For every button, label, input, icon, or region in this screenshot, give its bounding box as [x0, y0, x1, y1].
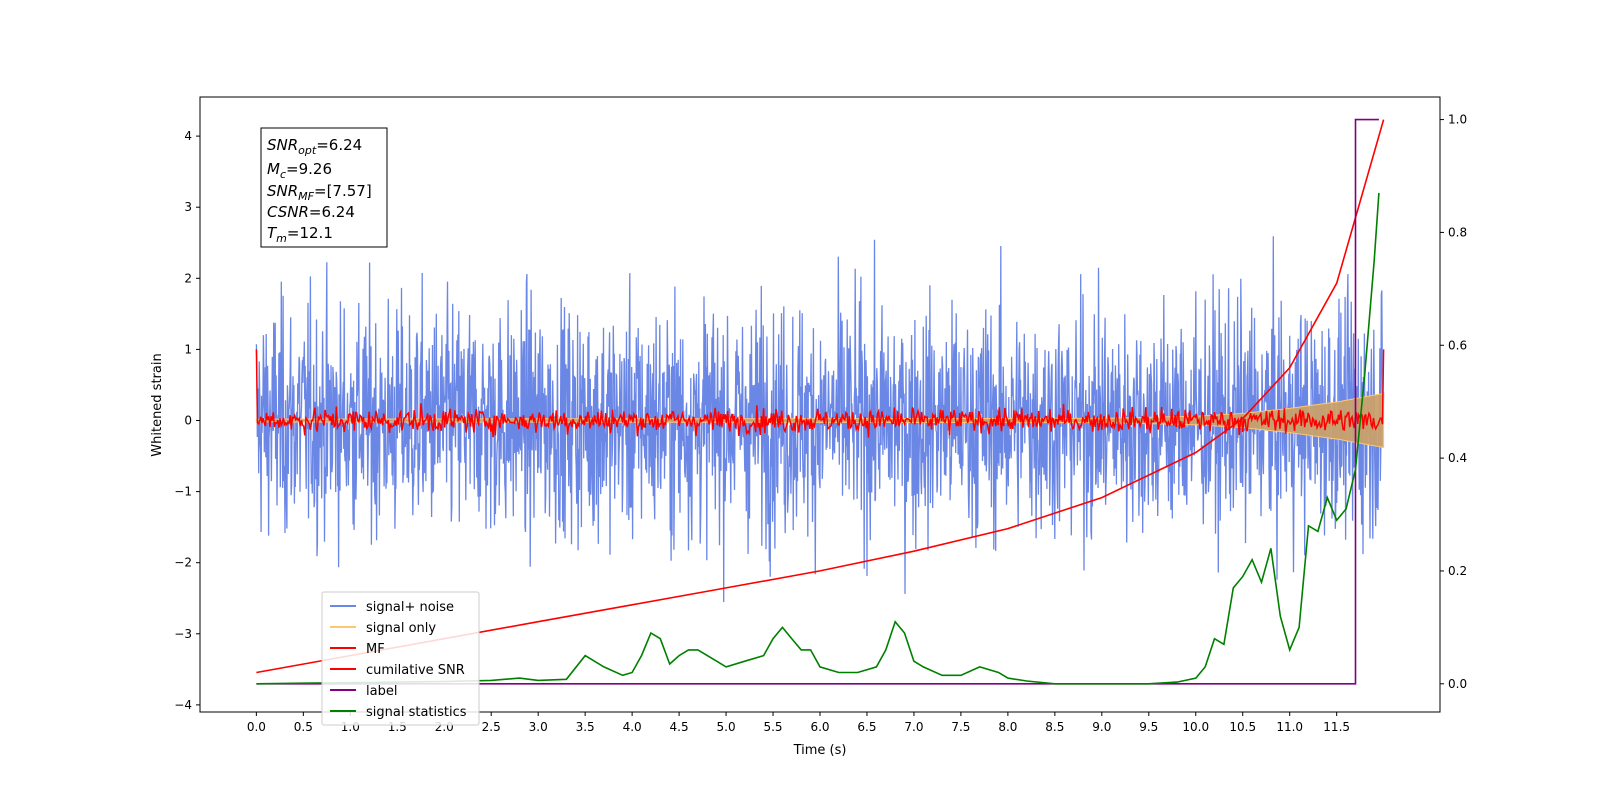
- x-tick-label: 5.5: [763, 720, 782, 734]
- y-axis-label: Whitened strain: [150, 353, 165, 456]
- y-tick-label: −3: [174, 627, 192, 641]
- plot-area: [255, 118, 1385, 685]
- y2-tick-label: 0.8: [1448, 225, 1467, 239]
- x-tick-label: 11.5: [1323, 720, 1350, 734]
- x-tick-label: 11.0: [1276, 720, 1303, 734]
- series-signal-statistics-line: [256, 192, 1380, 685]
- y-tick-label: 2: [184, 271, 192, 285]
- legend-label: signal statistics: [366, 705, 467, 720]
- y2-tick-label: 0.4: [1448, 451, 1467, 465]
- legend-label: signal+ noise: [366, 600, 454, 615]
- y-tick-label: 4: [184, 129, 192, 143]
- y2-tick-label: 0.2: [1448, 564, 1467, 578]
- y-tick-label: −4: [174, 698, 192, 712]
- x-axis-label: Time (s): [793, 743, 847, 758]
- x-tick-label: 9.0: [1092, 720, 1111, 734]
- series-label-line: [256, 118, 1379, 685]
- x-tick-label: 4.0: [623, 720, 642, 734]
- legend-label: cumilative SNR: [366, 663, 465, 678]
- x-tick-label: 2.5: [482, 720, 501, 734]
- annotation-snr-opt: SNRopt=6.24: [267, 136, 362, 157]
- y2-tick-label: 0.6: [1448, 338, 1467, 352]
- y-tick-label: −2: [174, 556, 192, 570]
- y-tick-label: −1: [174, 485, 192, 499]
- legend-label: MF: [366, 642, 385, 657]
- x-tick-label: 6.5: [857, 720, 876, 734]
- y-axis-right: 0.0 0.2 0.4 0.6 0.8 1.0: [1440, 113, 1467, 691]
- y-tick-label: 3: [184, 200, 192, 214]
- series-signal-noise-line: [255, 236, 1385, 603]
- x-tick-label: 7.5: [951, 720, 970, 734]
- legend: signal+ noise signal only MF cumilative SNR…: [321, 591, 480, 726]
- annotation-tm: Tm=12.1: [267, 224, 333, 245]
- annotation-mc: Mc=9.26: [267, 160, 332, 181]
- legend-label: label: [366, 684, 397, 699]
- x-tick-label: 8.5: [1045, 720, 1064, 734]
- x-tick-label: 3.0: [529, 720, 548, 734]
- annotation-box: SNRopt=6.24 Mc=9.26 SNRMF=[7.57] CSNR=6.…: [260, 127, 388, 248]
- y-axis-left: −4 −3 −2 −1 0 1 2 3 4: [174, 129, 200, 712]
- x-tick-label: 9.5: [1139, 720, 1158, 734]
- y-tick-label: 0: [184, 413, 192, 427]
- annotation-snr-mf: SNRMF=[7.57]: [267, 182, 372, 203]
- y2-tick-label: 0.0: [1448, 677, 1467, 691]
- y2-tick-label: 1.0: [1448, 113, 1467, 127]
- x-tick-label: 5.0: [717, 720, 736, 734]
- x-tick-label: 7.0: [904, 720, 923, 734]
- x-tick-label: 0.0: [247, 720, 266, 734]
- x-tick-label: 6.0: [810, 720, 829, 734]
- x-tick-label: 10.0: [1182, 720, 1209, 734]
- annotation-csnr: CSNR=6.24: [267, 203, 355, 221]
- series-mf-line: [255, 349, 1385, 438]
- x-tick-label: 10.5: [1229, 720, 1256, 734]
- y-tick-label: 1: [184, 342, 192, 356]
- legend-label: signal only: [366, 621, 436, 636]
- x-tick-label: 0.5: [294, 720, 313, 734]
- x-tick-label: 4.5: [670, 720, 689, 734]
- x-tick-label: 8.0: [998, 720, 1017, 734]
- x-tick-label: 3.5: [576, 720, 595, 734]
